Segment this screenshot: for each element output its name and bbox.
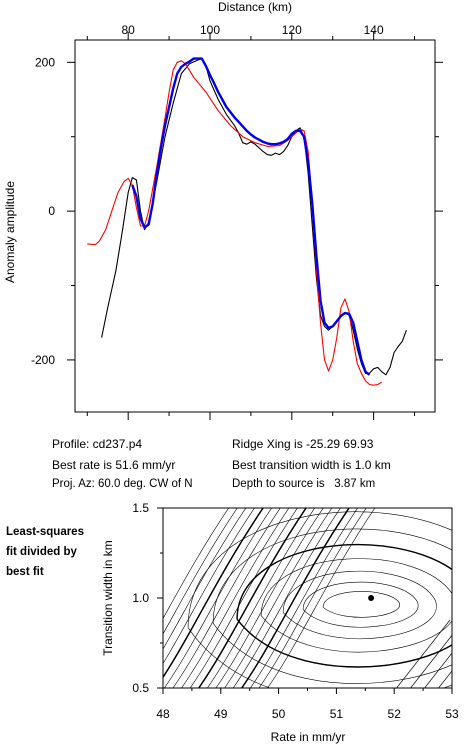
contour-line [163,508,238,635]
contour-line [163,508,255,665]
depth-to-source: Depth to source is 3.87 km [232,478,376,490]
contour-line [212,528,452,684]
contour-line [163,508,247,650]
contour-line [267,508,376,688]
contour-line [410,634,452,688]
contour-note: Least-squares fit divided by best fit [6,522,84,582]
contour-line [322,591,400,618]
profile-name: Profile: cd237.p4 [52,437,143,451]
contour-x-tick-label: 52 [388,707,402,721]
contour-lines [163,508,467,690]
misfit-contour-chart: 48 49 50 51 52 53 0.5 1.0 1.5 Rate in mm/yr Tran… [101,501,467,744]
contour-x-tick-label: 49 [214,707,228,721]
contour-y-tick-label: 0.5 [132,681,149,695]
profile-plot-frame [74,39,436,413]
contour-line [163,508,264,679]
contour-x-tick-label: 51 [330,707,344,721]
profile-y-tick-label: -200 [31,353,55,367]
contour-line [240,508,350,688]
contour-line [181,508,290,688]
contour-x-axis-label: Rate in mm/yr [271,730,346,744]
profile-y-tick-label: 200 [35,55,55,69]
best-fit-point [368,595,375,601]
profile-x-tick-label: 100 [200,23,220,37]
best-rate: Best rate is 51.6 mm/yr [52,458,176,472]
contour-line [260,558,452,653]
contour-note-line: fit divided by [6,546,77,558]
fitted-segment-line [131,57,371,376]
contour-line [424,652,452,688]
profile-x-tick-label: 140 [364,23,384,37]
contour-x-tick-label: 48 [156,707,170,721]
profile-x-axis-label: Distance (km) [218,0,292,14]
projection-azimuth: Proj. Az: 60.0 deg. CW of N [52,478,193,490]
contour-line [163,508,230,620]
ridge-crossing: Ridge Xing is -25.29 69.93 [232,437,374,451]
contour-note-line: best fit [6,566,44,578]
contour-line [224,508,333,688]
profile-series [87,57,407,386]
contour-line [163,508,273,688]
contour-line [197,508,307,688]
contour-y-axis-label: Transition width in km [101,540,115,656]
contour-line [232,508,341,688]
contour-line [302,581,419,628]
profile-y-tick-label: 0 [48,204,55,218]
contour-line [236,543,452,668]
best-transition-width: Best transition width is 1.0 km [232,458,391,472]
contour-line [438,670,452,688]
profile-x-tick-label: 120 [282,23,302,37]
contour-note-line: Least-squares [6,526,84,538]
contour-line [172,508,281,688]
profile-x-tick-label: 80 [122,23,136,37]
contour-line [189,508,298,688]
contour-x-tick-label: 53 [445,707,459,721]
contour-line [206,508,316,688]
contour-y-tick-label: 1.0 [132,591,149,605]
profile-y-axis-label: Anomaly amplitude [3,181,17,283]
contour-line [258,508,367,688]
contour-line [451,620,467,690]
profile-chart: 80 100 120 140 200 0 -200 Distance (km) Anomal… [3,0,443,420]
contour-y-tick-label: 1.5 [132,501,149,515]
contour-line [282,570,437,639]
profile-ticks: 80 100 120 140 200 0 -200 [31,23,443,420]
contour-line [396,619,451,688]
synthetic-profile-line [87,60,383,386]
contour-line [249,508,359,688]
contour-ticks: 48 49 50 51 52 53 0.5 1.0 1.5 [132,501,459,721]
contour-x-tick-label: 50 [272,707,286,721]
contour-line [215,508,324,688]
